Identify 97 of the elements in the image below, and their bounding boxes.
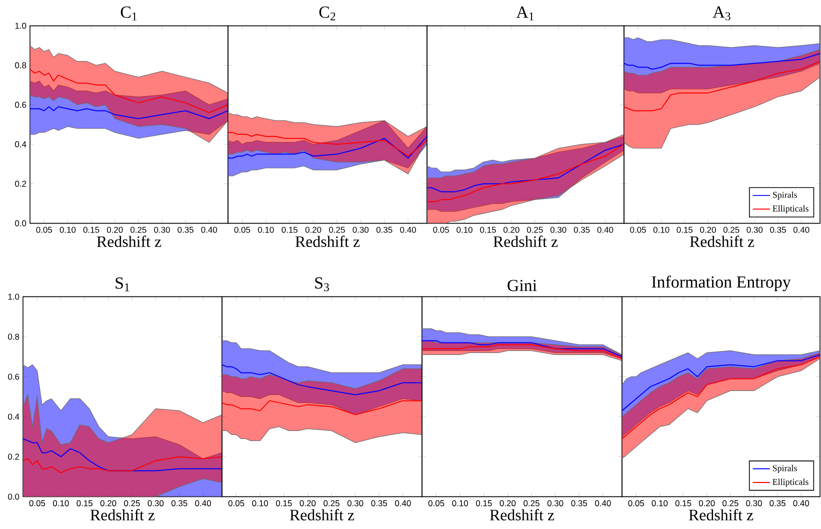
x-tick-label: 0.15 (76, 500, 92, 506)
x-tick-label: 0.35 (571, 500, 588, 506)
x-tick-label: 0.35 (171, 500, 188, 506)
x-tick-label: 0.30 (352, 226, 369, 233)
x-tick-label: 0.25 (124, 500, 140, 506)
x-tick-label: 0.10 (60, 226, 76, 233)
x-tick-label: 0.35 (376, 226, 392, 233)
y-tick-label: 1.0 (15, 22, 26, 29)
x-tick-label: 0.40 (595, 500, 611, 506)
x-tick-label: 0.40 (793, 226, 810, 233)
x-tick-label: 0.20 (698, 500, 715, 506)
x-tick-label: 0.20 (305, 226, 322, 233)
x-tick-label: 0.20 (500, 500, 516, 506)
x-tick-label: 0.15 (480, 226, 496, 233)
x-tick-label: 0.30 (148, 500, 164, 506)
chart-title: S$_{3}$ (315, 277, 329, 292)
x-tick-label: 0.25 (524, 500, 540, 506)
chart-title: Information Entropy (652, 276, 791, 292)
x-tick-label: 0.40 (793, 500, 810, 506)
x-tick-label: 0.10 (452, 500, 468, 506)
y-tick-label: 1.0 (8, 294, 20, 300)
x-axis-title: Redshift z (290, 509, 354, 520)
x-tick-label: 0.35 (770, 500, 786, 506)
legend-label: Spirals (772, 192, 797, 200)
x-tick-label: 0.05 (36, 226, 52, 233)
y-tick-label: 0.4 (8, 414, 20, 420)
x-tick-label: 0.05 (433, 226, 449, 233)
chart-title: A$_{1}$ (516, 6, 534, 20)
y-tick-label: 0.4 (15, 141, 26, 148)
x-tick-label: 0.30 (547, 500, 564, 506)
x-tick-label: 0.20 (100, 500, 116, 506)
x-tick-label: 0.25 (324, 500, 340, 506)
x-tick-label: 0.25 (526, 226, 543, 233)
y-tick-label: 0.0 (8, 494, 20, 500)
chart-title: C$_{2}$ (319, 6, 336, 20)
chart-title: S$_{1}$ (116, 277, 130, 292)
x-tick-label: 0.20 (300, 500, 316, 506)
x-tick-label: 0.15 (282, 226, 298, 233)
x-tick-label: 0.25 (722, 500, 738, 506)
x-tick-label: 0.10 (456, 226, 472, 233)
x-tick-label: 0.10 (52, 500, 69, 506)
x-tick-label: 0.35 (770, 226, 786, 233)
x-tick-label: 0.35 (574, 226, 590, 233)
x-tick-label: 0.35 (178, 226, 194, 233)
legend-label: Ellipticals (772, 205, 808, 214)
x-tick-label: 0.30 (746, 500, 762, 506)
y-tick-label: 0.8 (8, 334, 20, 340)
x-tick-label: 0.25 (723, 226, 740, 233)
x-tick-label: 0.30 (746, 226, 763, 233)
x-tick-label: 0.40 (201, 226, 218, 233)
y-tick-label: 0.2 (8, 454, 20, 460)
x-tick-label: 0.05 (228, 500, 244, 506)
x-axis-title: Redshift z (490, 509, 554, 520)
x-tick-label: 0.30 (154, 226, 170, 233)
x-tick-label: 0.05 (630, 226, 646, 233)
x-tick-label: 0.15 (276, 500, 292, 506)
chart-title: C$_{1}$ (120, 6, 137, 20)
x-tick-label: 0.40 (597, 226, 614, 233)
line-series (23, 456, 222, 474)
x-tick-label: 0.20 (504, 226, 520, 233)
y-tick-label: 0.8 (15, 62, 26, 68)
x-tick-label: 0.30 (347, 500, 364, 506)
x-tick-label: 0.15 (83, 226, 100, 233)
x-tick-label: 0.15 (476, 500, 492, 506)
y-tick-label: 0.2 (15, 180, 26, 187)
x-axis-title: Redshift z (295, 236, 360, 248)
x-tick-label: 0.10 (252, 500, 268, 506)
x-tick-label: 0.05 (234, 226, 250, 233)
x-tick-label: 0.10 (652, 500, 668, 506)
x-tick-label: 0.20 (106, 226, 123, 233)
x-tick-label: 0.40 (195, 500, 211, 506)
x-tick-label: 0.25 (130, 226, 146, 233)
x-axis-title: Redshift z (96, 236, 162, 248)
x-axis-title: Redshift z (90, 509, 155, 520)
x-axis-title: Redshift z (690, 236, 754, 248)
y-tick-label: 0.6 (8, 374, 20, 380)
x-tick-label: 0.25 (329, 226, 345, 233)
y-tick-label: 0.6 (15, 102, 26, 108)
x-tick-label: 0.40 (400, 226, 416, 233)
chart-title: A$_{3}$ (712, 6, 730, 20)
x-tick-label: 0.05 (628, 500, 644, 506)
y-tick-label: 0.0 (15, 220, 26, 226)
x-tick-label: 0.05 (428, 500, 444, 506)
x-tick-label: 0.30 (550, 226, 566, 233)
x-tick-label: 0.15 (675, 500, 692, 506)
legend-label: Spirals (772, 464, 797, 474)
x-axis-title: Redshift z (493, 236, 558, 248)
x-tick-label: 0.15 (676, 226, 693, 233)
legend-label: Ellipticals (772, 478, 808, 487)
x-tick-label: 0.05 (29, 500, 46, 506)
x-tick-label: 0.10 (258, 226, 274, 233)
x-axis-title: Redshift z (688, 509, 754, 520)
x-tick-label: 0.20 (700, 226, 716, 233)
x-tick-label: 0.35 (371, 500, 388, 506)
x-tick-label: 0.10 (653, 226, 670, 233)
chart-title: Gini (508, 280, 537, 292)
x-tick-label: 0.40 (395, 500, 411, 506)
